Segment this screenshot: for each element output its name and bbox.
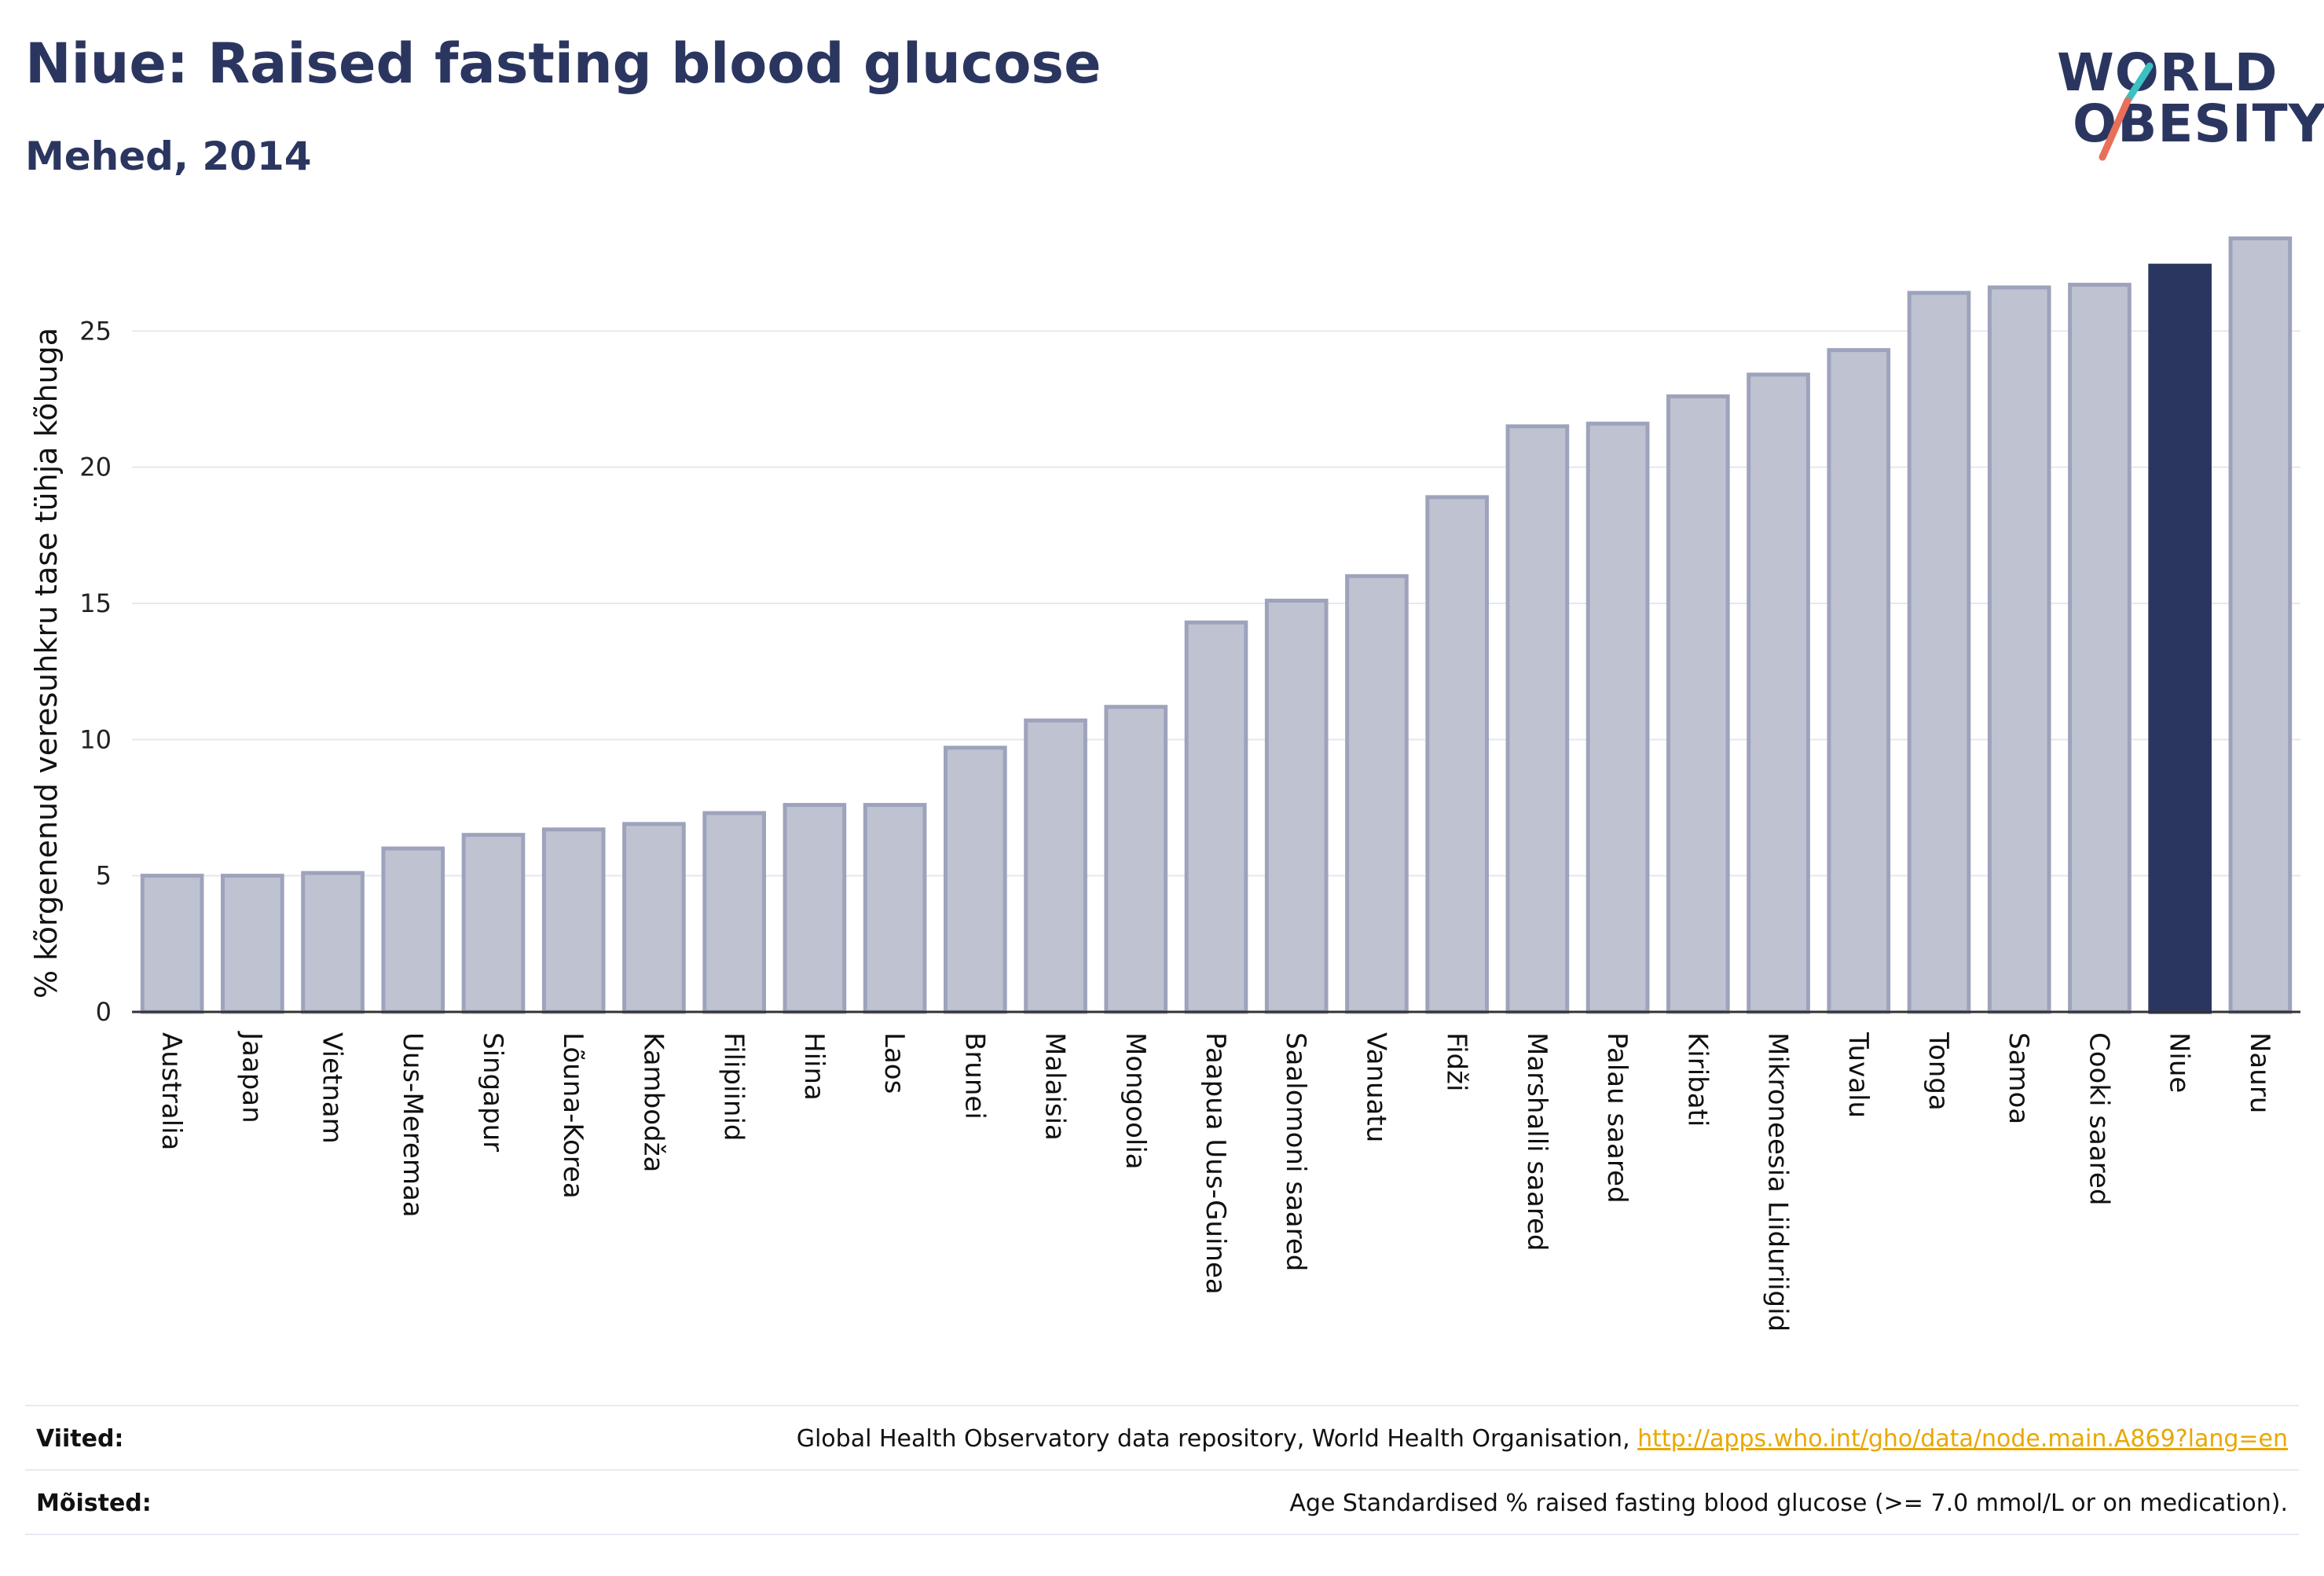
y-tick-label: 20 <box>79 453 112 482</box>
x-tick-label: Fidži <box>1441 1032 1472 1091</box>
bar <box>1264 599 1329 1014</box>
bar <box>1987 285 2051 1014</box>
y-tick-label: 25 <box>79 316 112 346</box>
footer-sources-row: Viited: Global Health Observatory data r… <box>25 1405 2299 1471</box>
x-tick-label: Mongoolia <box>1120 1032 1151 1170</box>
bar <box>1827 348 1891 1014</box>
x-tick-label: Brunei <box>959 1032 990 1120</box>
x-tick-label: Vanuatu <box>1360 1032 1391 1142</box>
chart-title: Niue: Raised fasting blood glucose <box>25 31 1102 96</box>
bar <box>221 874 284 1014</box>
bar <box>1666 394 1730 1014</box>
sources-text: Global Health Observatory data repositor… <box>797 1425 2288 1453</box>
x-tick-label: Lõuna-Korea <box>557 1032 588 1199</box>
x-tick-label: Nauru <box>2244 1032 2275 1113</box>
x-tick-label: Laos <box>878 1032 910 1094</box>
x-tick-label: Australia <box>156 1032 187 1150</box>
bar <box>301 870 365 1014</box>
logo-slash-top <box>2124 62 2154 104</box>
bar <box>944 746 1007 1014</box>
bar <box>783 803 847 1014</box>
sources-description: Global Health Observatory data repositor… <box>796 1425 1638 1453</box>
bar <box>1585 421 1650 1014</box>
footer-definitions-row: Mõisted: Age Standardised % raised fasti… <box>25 1469 2299 1535</box>
bar <box>1425 495 1489 1014</box>
y-tick-label: 15 <box>79 588 112 618</box>
bar <box>140 874 204 1014</box>
x-tick-label: Tuvalu <box>1842 1032 1874 1118</box>
bar <box>461 833 526 1014</box>
bar <box>541 827 606 1014</box>
bar <box>1907 291 1971 1014</box>
bar <box>1024 718 1087 1014</box>
sources-label: Viited: <box>36 1425 124 1453</box>
x-tick-label: Niue <box>2164 1032 2195 1093</box>
sources-link[interactable]: http://apps.who.int/gho/data/node.main.A… <box>1637 1425 2288 1453</box>
x-tick-label: Kiribati <box>1681 1032 1713 1127</box>
bar <box>622 822 686 1014</box>
bar <box>1184 620 1248 1014</box>
bar <box>2228 236 2293 1014</box>
chart-subtitle: Mehed, 2014 <box>25 134 312 179</box>
x-tick-label: Paapua Uus-Guinea <box>1200 1032 1231 1295</box>
x-tick-label: Malaisia <box>1039 1032 1071 1141</box>
x-tick-label: Cooki saared <box>2083 1032 2114 1205</box>
bar <box>1747 372 1810 1014</box>
x-tick-label: Saalomoni saared <box>1280 1032 1311 1271</box>
x-tick-label: Samoa <box>2003 1032 2034 1124</box>
definitions-label: Mõisted: <box>36 1490 152 1517</box>
bar <box>1345 574 1409 1014</box>
x-tick-label: Singapur <box>477 1032 508 1152</box>
x-tick-label: Kambodža <box>637 1032 669 1172</box>
x-tick-label: Palau saared <box>1601 1032 1633 1204</box>
bar <box>863 803 927 1014</box>
bar <box>381 846 445 1014</box>
x-tick-label: Tonga <box>1923 1032 1954 1111</box>
bar-chart: 0 5 10 15 20 25 Australia Jaapan Vietnam Uus-Mere… <box>29 236 2300 1332</box>
logo-slash-icon <box>2099 62 2154 161</box>
y-axis-label: % kõrgenenud veresuhkru tase tühja kõhug… <box>29 328 64 999</box>
bar <box>1505 424 1570 1014</box>
bar <box>1104 705 1168 1014</box>
y-tick-label: 0 <box>96 997 112 1027</box>
x-tick-label: Uus-Meremaa <box>397 1032 428 1218</box>
bar <box>2068 282 2132 1014</box>
logo-slash-bottom <box>2099 97 2132 161</box>
y-tick-label: 10 <box>79 724 112 754</box>
definitions-text: Age Standardised % raised fasting blood … <box>1289 1490 2288 1517</box>
x-tick-label: Jaapan <box>236 1031 267 1123</box>
x-tick-label: Filipiinid <box>718 1032 750 1141</box>
world-obesity-logo: WORLD OBESITY <box>2051 39 2324 165</box>
x-tick-label: Mikroneesia Liiduriigid <box>1762 1032 1794 1332</box>
footer-divider <box>25 1534 2299 1535</box>
bar <box>702 811 766 1014</box>
x-tick-label: Marshalli saared <box>1521 1032 1552 1252</box>
bar <box>2148 263 2212 1014</box>
y-tick-label: 5 <box>96 861 112 891</box>
logo-text-world: WORLD <box>2057 42 2278 103</box>
x-tick-label: Vietnam <box>317 1032 348 1144</box>
x-tick-label: Hiina <box>798 1032 830 1101</box>
